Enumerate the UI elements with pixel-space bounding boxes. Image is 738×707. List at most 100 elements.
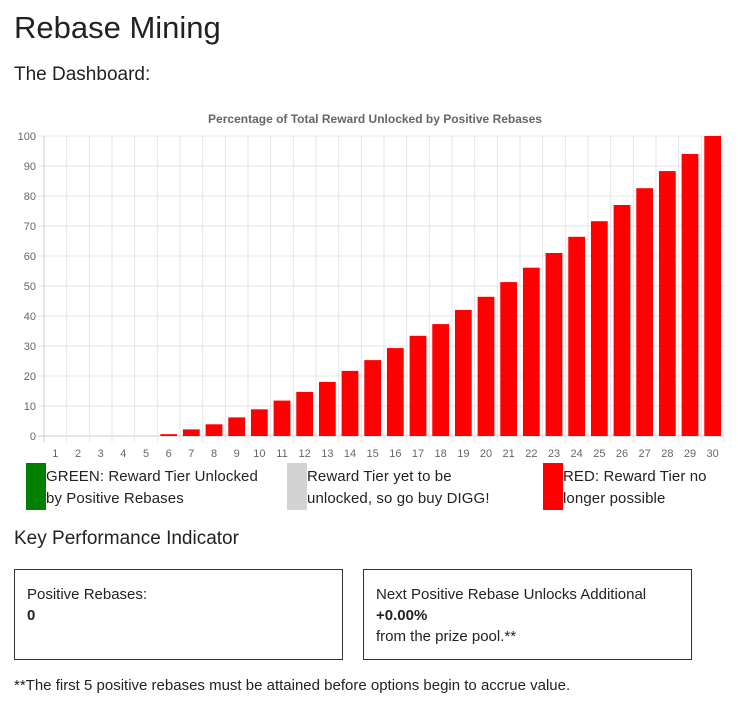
chart-bar [658,171,676,436]
next-unlock-suffix: from the prize pool.** [376,628,517,645]
legend-grey-line2: unlocked, so go buy DIGG! [307,490,490,507]
positive-rebases-card: Positive Rebases: 0 [14,569,343,660]
kpi-heading: Key Performance Indicator [14,528,239,549]
chart-bar [228,417,246,436]
x-tick-label: 8 [211,448,217,460]
x-tick-label: 3 [98,448,104,460]
chart-bar [160,434,178,436]
chart-bar [205,424,223,436]
legend-item-grey: Reward Tier yet to be unlocked, so go bu… [287,463,537,511]
y-tick-label: 80 [24,191,36,203]
legend-swatch-red [543,463,563,510]
legend-item-green: GREEN: Reward Tier Unlocked by Positive … [26,463,284,511]
chart-bar [341,370,359,436]
chart-bar [590,221,608,436]
chart-bar [613,205,631,436]
chart-bar [182,429,200,436]
chart-legend: GREEN: Reward Tier Unlocked by Positive … [26,463,738,513]
x-tick-label: 5 [143,448,149,460]
chart-bar [318,382,336,436]
chart-bar [545,253,563,436]
x-tick-label: 27 [639,448,651,460]
chart-title: Percentage of Total Reward Unlocked by P… [208,112,542,126]
next-unlock-label: Next Positive Rebase Unlocks Additional [376,586,647,603]
x-tick-label: 11 [276,448,287,460]
x-tick-label: 2 [75,448,81,460]
x-tick-label: 10 [253,448,265,460]
chart-grid [38,135,725,442]
chart-bar [681,154,699,436]
chart-bar [386,348,404,436]
x-tick-label: 21 [503,448,515,460]
y-tick-label: 60 [24,251,36,263]
x-tick-label: 18 [435,448,447,460]
next-unlock-card: Next Positive Rebase Unlocks Additional … [363,569,692,660]
chart-bar [477,296,495,436]
x-tick-label: 7 [188,448,194,460]
positive-rebases-label: Positive Rebases: [27,586,148,603]
x-tick-label: 13 [321,448,333,460]
y-tick-label: 30 [24,341,36,353]
legend-swatch-green [26,463,46,510]
chart-bar [704,136,722,436]
chart-bars [160,136,722,436]
chart-bar [409,335,427,436]
x-tick-label: 28 [661,448,673,460]
y-tick-label: 90 [24,161,36,173]
x-tick-label: 17 [412,448,424,460]
positive-rebases-value: 0 [27,607,36,624]
x-tick-label: 15 [367,448,379,460]
y-tick-label: 20 [24,371,36,383]
legend-label-grey: Reward Tier yet to be unlocked, so go bu… [307,466,490,510]
x-tick-label: 19 [457,448,469,460]
chart-bar [500,282,518,436]
chart-bar [273,400,291,436]
y-tick-label: 50 [24,281,36,293]
x-tick-label: 16 [389,448,401,460]
footnote: **The first 5 positive rebases must be a… [14,677,571,694]
y-tick-label: 10 [24,401,36,413]
chart-bar [454,310,472,436]
x-tick-label: 29 [684,448,696,460]
chart-bar [296,391,314,436]
reward-chart-svg: Percentage of Total Reward Unlocked by P… [18,112,725,460]
chart-bar [568,236,586,436]
x-tick-label: 30 [707,448,719,460]
legend-red-line1: RED: Reward Tier no [563,468,707,485]
y-tick-label: 100 [18,131,36,143]
x-axis-ticks: 1 2 3 4 5 6 7 8 9 10 11 12 13 14 15 16 17 18 19 20 21 22 23 24 2… [52,448,719,460]
y-tick-label: 0 [30,431,36,443]
x-tick-label: 6 [166,448,172,460]
x-tick-label: 25 [593,448,605,460]
legend-swatch-grey [287,463,307,510]
reward-chart: Percentage of Total Reward Unlocked by P… [0,106,738,466]
x-tick-label: 22 [525,448,537,460]
x-tick-label: 12 [299,448,311,460]
y-axis-ticks: 0 10 20 30 40 50 60 70 80 90 100 [18,131,36,443]
legend-grey-line1: Reward Tier yet to be [307,468,452,485]
x-tick-label: 20 [480,448,492,460]
x-tick-label: 4 [120,448,126,460]
x-tick-label: 23 [548,448,560,460]
dashboard-subtitle: The Dashboard: [14,64,151,85]
chart-bar [364,360,382,436]
legend-green-line2: by Positive Rebases [46,490,184,507]
legend-label-green: GREEN: Reward Tier Unlocked by Positive … [46,466,258,510]
legend-green-line1: GREEN: Reward Tier Unlocked [46,468,258,485]
x-tick-label: 14 [344,448,356,460]
legend-red-line2: longer possible [563,490,666,507]
chart-bar [432,324,450,436]
legend-label-red: RED: Reward Tier no longer possible [563,466,707,510]
page-title: Rebase Mining [14,10,221,45]
legend-item-red: RED: Reward Tier no longer possible [543,463,733,511]
next-unlock-value: +0.00% [376,607,428,624]
x-tick-label: 26 [616,448,628,460]
chart-bar [250,409,268,436]
chart-bar [636,188,654,436]
x-tick-label: 24 [571,448,583,460]
y-tick-label: 70 [24,221,36,233]
x-tick-label: 1 [52,448,58,460]
x-tick-label: 9 [234,448,240,460]
chart-bar [522,267,540,436]
